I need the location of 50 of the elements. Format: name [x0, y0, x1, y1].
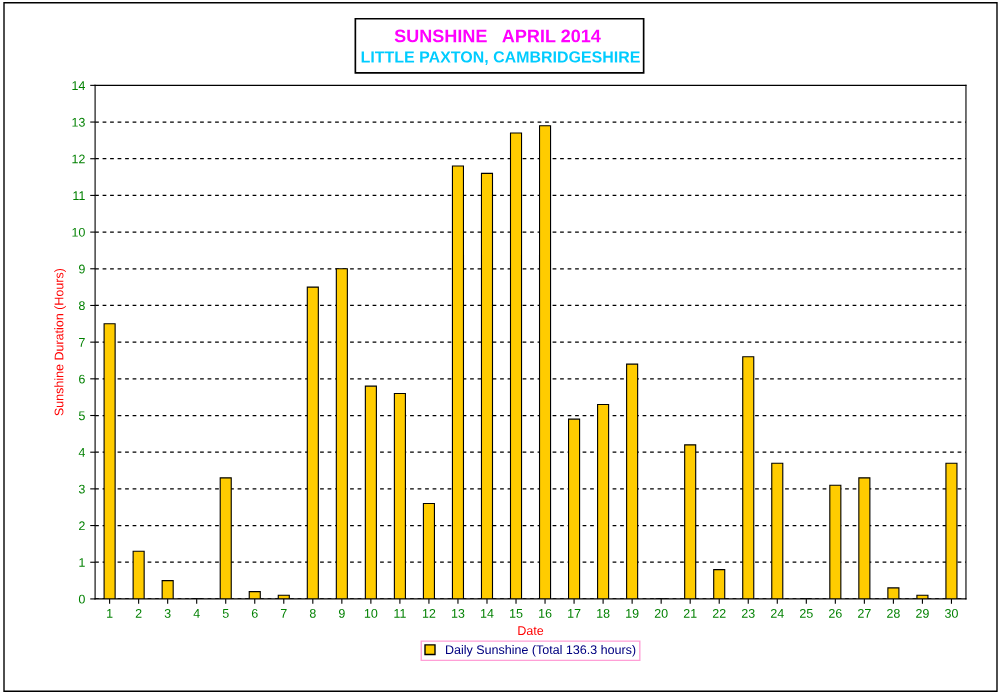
y-axis-title: Sunshine Duration (Hours) [54, 268, 66, 416]
y-tick-label: 6 [79, 374, 85, 384]
x-tick-label: 16 [539, 608, 552, 618]
x-tick-label: 14 [480, 609, 494, 618]
x-tick-label: 20 [654, 608, 668, 618]
x-tick-label: 18 [597, 608, 610, 618]
y-tick-label: 0 [78, 594, 85, 604]
x-tick-label: 25 [799, 608, 813, 618]
y-tick-label: 12 [72, 154, 85, 164]
x-tick-label: 9 [338, 608, 345, 618]
x-tick-label: 26 [829, 608, 842, 618]
y-tick-label: 8 [78, 301, 85, 311]
y-tick-label: 9 [79, 264, 85, 274]
x-tick-label: 7 [280, 609, 287, 618]
y-tick-label: 11 [73, 191, 85, 200]
x-tick-label: 29 [916, 608, 929, 618]
y-tick-label: 7 [79, 338, 85, 347]
x-tick-label: 8 [309, 608, 316, 618]
x-tick-label: 10 [364, 608, 378, 618]
legend-label: Daily Sunshine (Total 136.3 hours) [446, 644, 636, 657]
x-tick-label: 2 [135, 608, 142, 618]
x-tick-label: 4 [193, 609, 200, 618]
chart-subtitle: LITTLE PAXTON, CAMBRIDGESHIRE [361, 51, 640, 65]
y-tick-label: 3 [78, 484, 85, 494]
y-tick-label: 4 [78, 448, 86, 457]
y-tick-label: 2 [79, 521, 85, 531]
x-axis-title: Date [518, 626, 544, 636]
x-tick-label: 6 [251, 608, 258, 618]
x-tick-label: 23 [741, 608, 755, 618]
x-tick-label: 30 [944, 608, 958, 618]
x-tick-label: 24 [770, 608, 784, 618]
x-tick-label: 28 [887, 608, 900, 618]
chart-title: SUNSHINE APRIL 2014 [394, 29, 601, 43]
x-tick-label: 5 [222, 609, 229, 618]
x-tick-label: 15 [510, 609, 523, 618]
x-tick-label: 11 [394, 609, 406, 618]
y-tick-label: 13 [72, 117, 85, 127]
y-tick-label: 14 [72, 81, 86, 90]
x-tick-label: 22 [712, 608, 726, 618]
y-tick-label: 1 [79, 558, 85, 567]
x-tick-label: 1 [107, 609, 113, 618]
y-tick-label: 5 [78, 411, 85, 421]
x-tick-label: 13 [451, 608, 465, 618]
x-tick-label: 3 [164, 608, 171, 618]
x-tick-label: 19 [626, 608, 639, 618]
x-tick-label: 17 [568, 609, 581, 618]
x-tick-label: 21 [683, 608, 697, 618]
y-tick-label: 10 [72, 227, 85, 237]
x-tick-label: 12 [422, 608, 436, 618]
x-tick-label: 27 [858, 608, 871, 618]
